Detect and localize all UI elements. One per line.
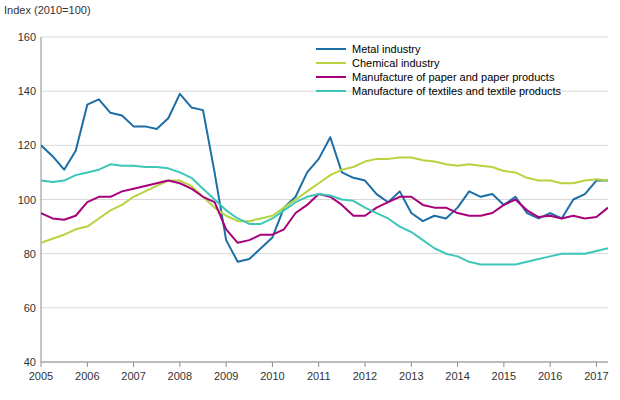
x-tick-label: 2017 <box>584 370 608 382</box>
grid-line <box>41 145 608 146</box>
legend: Metal industry Chemical industry Manufactu… <box>316 43 562 97</box>
legend-label: Manufacture of textiles and textile prod… <box>352 85 562 97</box>
y-tick-label: 80 <box>24 248 36 260</box>
x-tick-label: 2015 <box>492 370 516 382</box>
y-tick-label: 40 <box>24 356 36 368</box>
series-line <box>41 158 608 243</box>
legend-label: Metal industry <box>352 43 421 55</box>
x-tick-label: 2014 <box>445 370 469 382</box>
y-tick-label: 120 <box>18 139 36 151</box>
x-tick <box>133 362 134 367</box>
x-tick <box>411 362 412 367</box>
grid-line <box>41 307 608 308</box>
grid-line <box>41 37 608 38</box>
x-tick <box>503 362 504 367</box>
x-tick <box>365 362 366 367</box>
x-tick <box>318 362 319 367</box>
grid-line <box>41 253 608 254</box>
x-tick <box>596 362 597 367</box>
y-tick-label: 160 <box>18 31 36 43</box>
legend-label: Chemical industry <box>352 57 440 69</box>
x-axis-line <box>41 362 608 363</box>
x-tick-label: 2011 <box>307 370 331 382</box>
x-tick-label: 2005 <box>29 370 53 382</box>
legend-swatch <box>316 90 346 92</box>
y-axis-line <box>41 37 42 362</box>
series-group <box>41 94 608 265</box>
x-tick <box>41 362 42 367</box>
x-tick <box>550 362 551 367</box>
x-tick-label: 2006 <box>75 370 99 382</box>
x-tick-label: 2010 <box>260 370 284 382</box>
series-line <box>41 94 608 262</box>
y-tick-label: 60 <box>24 302 36 314</box>
x-tick-label: 2016 <box>538 370 562 382</box>
x-tick <box>272 362 273 367</box>
series-line <box>41 181 608 243</box>
legend-swatch <box>316 76 346 78</box>
x-tick-label: 2008 <box>168 370 192 382</box>
series-line <box>41 164 608 264</box>
legend-swatch <box>316 48 346 50</box>
y-axis-title: Index (2010=100) <box>4 4 91 16</box>
y-tick-label: 140 <box>18 85 36 97</box>
legend-label: Manufacture of paper and paper products <box>352 71 555 83</box>
x-tick-label: 2007 <box>121 370 145 382</box>
legend-swatch <box>316 62 346 64</box>
x-tick <box>179 362 180 367</box>
x-tick <box>226 362 227 367</box>
grid-line <box>41 199 608 200</box>
y-tick-label: 100 <box>18 194 36 206</box>
x-tick-label: 2012 <box>353 370 377 382</box>
grid-line <box>41 362 608 363</box>
chart: 40 60 80 100 120 140 160 2005 2006 2007 2008 2009 20… <box>0 0 620 400</box>
x-tick <box>457 362 458 367</box>
x-tick-label: 2013 <box>399 370 423 382</box>
x-tick-label: 2009 <box>214 370 238 382</box>
x-tick <box>87 362 88 367</box>
